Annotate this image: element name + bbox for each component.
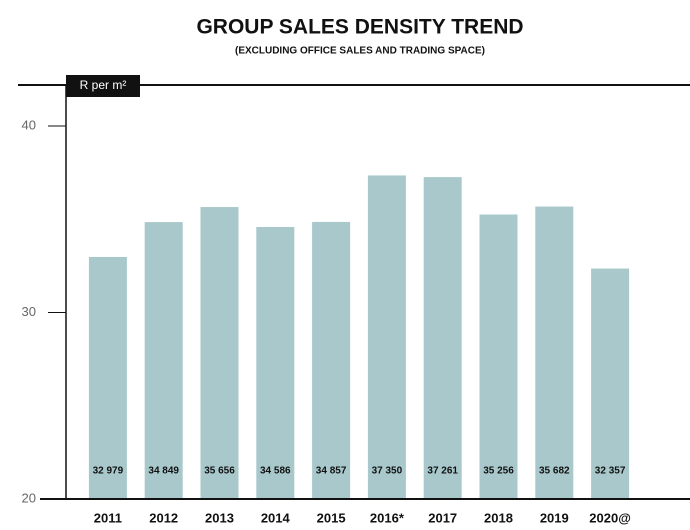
- y-label-box: [66, 75, 140, 97]
- value-label: 37 261: [427, 466, 458, 477]
- x-tick-label: 2012: [149, 510, 178, 525]
- bar: [256, 226, 295, 499]
- value-label: 37 350: [372, 466, 403, 477]
- x-tick-label: 2017: [428, 510, 457, 525]
- x-tick-label: 2011: [94, 510, 122, 525]
- value-label: 32 357: [595, 466, 626, 477]
- value-label: 34 857: [316, 466, 347, 477]
- x-tick-label: 2018: [484, 510, 513, 525]
- x-tick-label: 2013: [205, 510, 234, 525]
- value-label: 35 256: [483, 466, 514, 477]
- y-tick-label: 40: [22, 117, 36, 132]
- x-tick-label: 2014: [261, 510, 291, 525]
- bar: [591, 268, 630, 499]
- value-label: 35 682: [539, 466, 570, 477]
- value-label: 34 586: [260, 466, 291, 477]
- y-tick-label: 20: [22, 490, 36, 505]
- bar: [423, 177, 462, 499]
- x-tick-label: 2020@: [589, 510, 631, 525]
- bar: [88, 256, 127, 499]
- y-axis-label: R per m²: [80, 78, 127, 92]
- x-tick-label: 2015: [317, 510, 346, 525]
- chart-subtitle: (EXCLUDING OFFICE SALES AND TRADING SPAC…: [235, 46, 485, 57]
- value-label: 32 979: [93, 466, 124, 477]
- value-label: 34 849: [148, 466, 179, 477]
- bar: [312, 221, 351, 500]
- y-tick-label: 30: [22, 304, 36, 319]
- bar: [535, 206, 574, 500]
- x-tick-label: 2019: [540, 510, 569, 525]
- bar: [479, 214, 518, 499]
- bar: [144, 222, 183, 499]
- bar: [367, 175, 406, 499]
- x-tick-label: 2016*: [370, 510, 405, 525]
- bar: [200, 207, 239, 500]
- value-label: 35 656: [204, 466, 235, 477]
- chart-title: GROUP SALES DENSITY TREND: [196, 16, 523, 39]
